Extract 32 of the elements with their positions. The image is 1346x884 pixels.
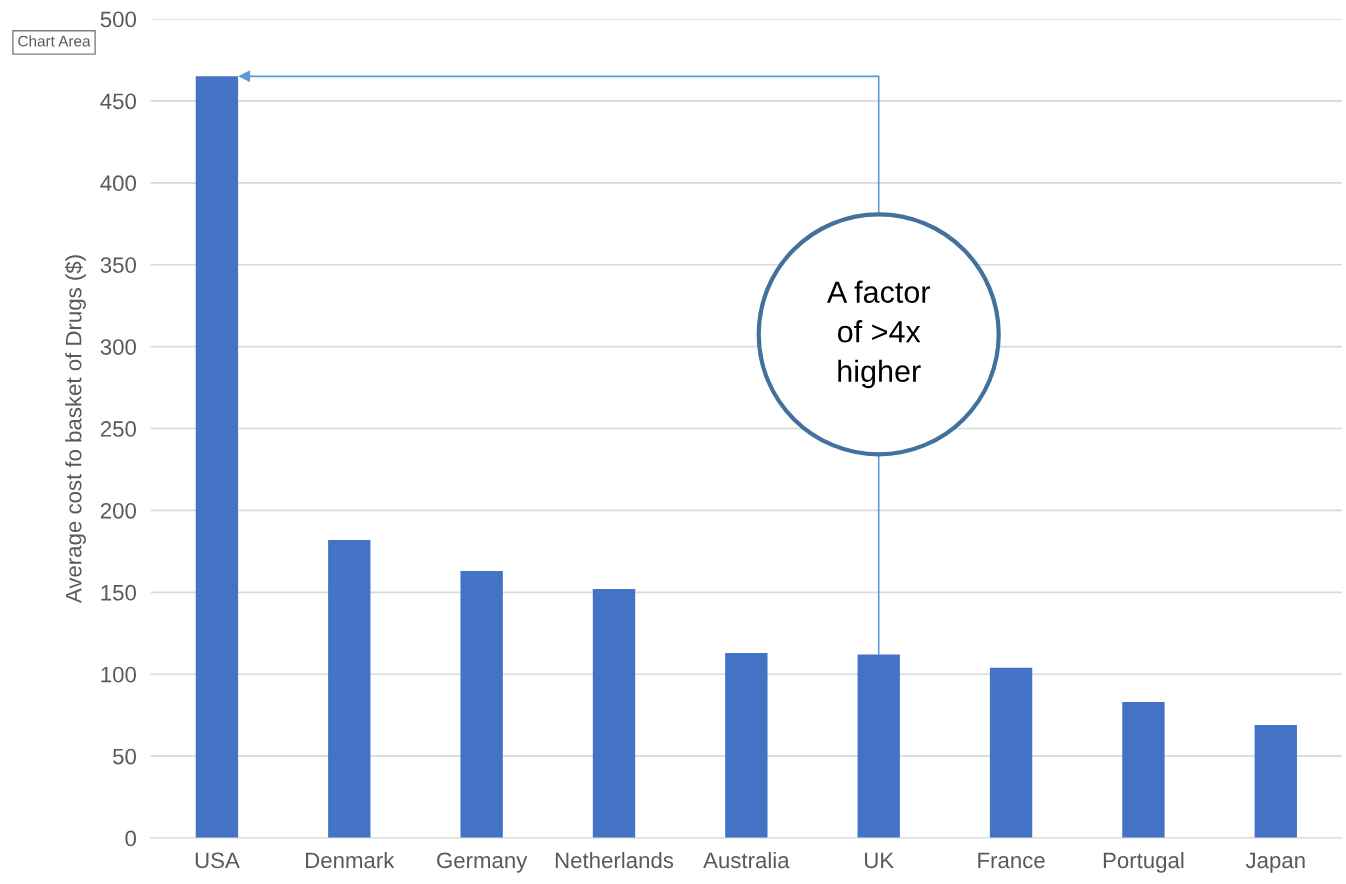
bar [725,652,768,839]
bar [1122,702,1165,839]
x-tick-label: Australia [703,851,790,869]
x-tick-label: Portugal [1103,851,1184,873]
x-tick-label: USA [195,852,240,869]
y-tick-label: 250 [100,421,136,437]
y-tick-label: 50 [113,748,136,765]
x-tick-label: Denmark [306,851,395,869]
x-tick-label: Germany [437,852,528,873]
x-tick-label: Japan [1245,852,1305,873]
x-tick-label: France [978,852,1045,869]
y-tick-label: 200 [100,502,136,519]
bar [592,589,636,839]
bar [857,654,900,839]
text: Chart Area [18,35,91,47]
y-tick-label: 400 [100,175,136,192]
x-tick-label: Netherlands [555,851,674,869]
bar [460,571,503,839]
bar [328,539,371,839]
bar [1254,725,1297,839]
y-axis-title: Average cost fo basket of Drugs ($) [64,255,86,604]
bar [195,76,239,839]
y-tick-label: 500 [100,11,136,28]
bar [989,667,1033,839]
y-tick-label: 350 [100,257,136,273]
y-tick-label: 150 [101,584,136,601]
y-tick-label: 450 [100,93,136,110]
x-tick-label: UK [864,852,894,869]
y-tick-label: 300 [100,339,136,355]
y-tick-label: 0 [125,830,136,847]
y-tick-label: 100 [101,666,136,683]
annotation: A factor of >4x higher [826,280,931,389]
